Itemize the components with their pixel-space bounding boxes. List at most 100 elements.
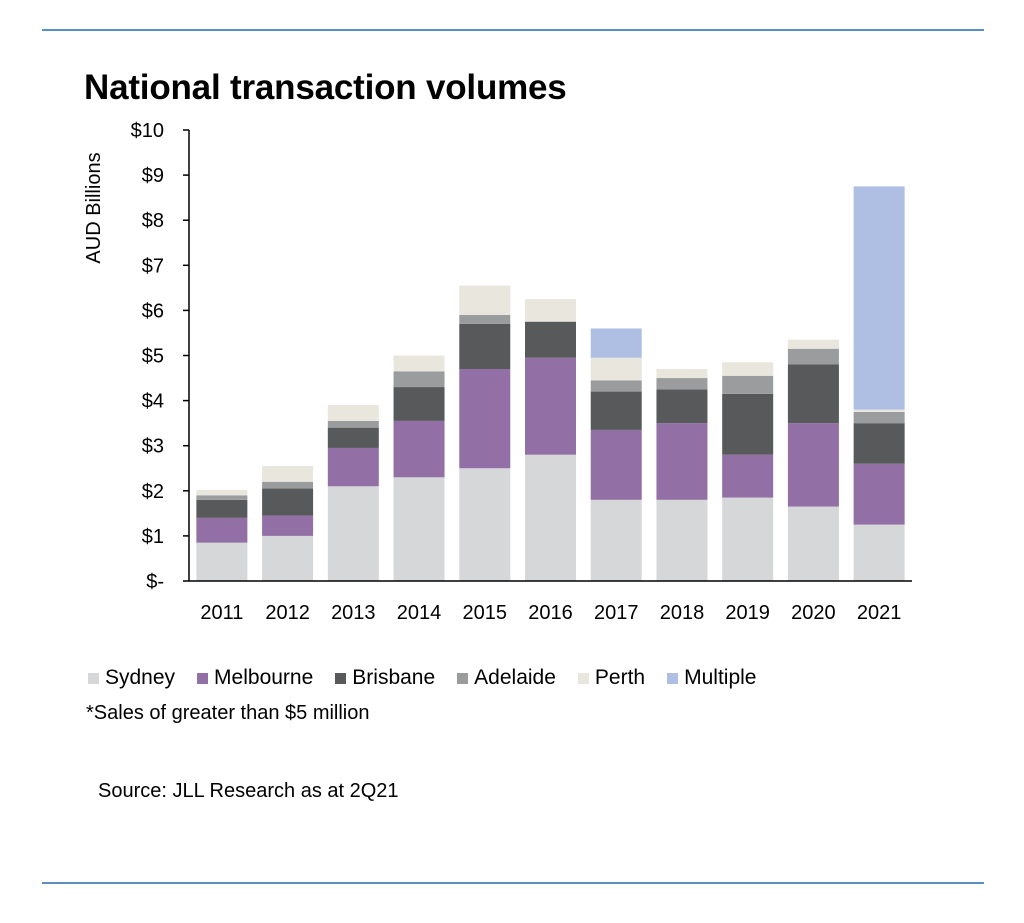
bar-segment-perth-2014 — [393, 355, 445, 372]
legend-label-brisbane: Brisbane — [352, 666, 436, 689]
bar-segment-melbourne-2016 — [525, 357, 576, 455]
x-labels-layer: 2011 2012 2013 2014 2015 2016 2017 2018 2019 2020… — [200, 602, 901, 624]
bar-segment-melbourne-2015 — [459, 369, 511, 469]
y-tick-label-10: $10 — [131, 120, 164, 142]
bar-segment-adelaide-2021 — [853, 411, 905, 424]
bar-stack-2014 — [393, 355, 445, 581]
bar-segment-adelaide-2019 — [722, 375, 774, 394]
bottom-divider-line — [42, 882, 984, 884]
bar-segment-perth-2020 — [787, 339, 839, 349]
legend-item-sydney: Sydney — [88, 666, 175, 690]
bar-segment-perth-2017 — [590, 357, 642, 381]
bar-segment-melbourne-2012 — [262, 515, 314, 536]
bar-segment-adelaide-2011 — [196, 495, 248, 500]
legend-item-perth: Perth — [577, 666, 646, 690]
bar-segment-perth-2011 — [196, 489, 248, 496]
bar-segment-adelaide-2020 — [787, 348, 839, 365]
x-tick-label-2015: 2015 — [463, 602, 508, 624]
chart-title: National transaction volumes — [84, 68, 567, 107]
x-tick-label-2018: 2018 — [660, 602, 705, 624]
y-axis-title: AUD Billions — [83, 152, 105, 263]
bar-segment-perth-2016 — [525, 299, 576, 322]
y-tick-label-0: $- — [146, 571, 164, 593]
bar-segment-brisbane-2016 — [525, 321, 576, 358]
bar-stack-2011 — [196, 489, 248, 581]
bar-segment-perth-2015 — [459, 285, 511, 315]
bar-segment-sydney-2013 — [327, 486, 379, 581]
bar-stack-2019 — [722, 362, 774, 581]
legend-swatch-perth — [577, 672, 589, 684]
y-tick-label-4: $4 — [142, 391, 164, 413]
bar-segment-brisbane-2017 — [590, 391, 642, 430]
x-tick-label-2012: 2012 — [265, 602, 310, 624]
bar-segment-sydney-2017 — [590, 499, 642, 581]
y-tick-label-6: $6 — [142, 300, 164, 322]
legend-label-melbourne: Melbourne — [214, 666, 314, 689]
y-ticks-layer: $- $1 $2 $3 $4 $5 $6 $7 $8 $9 $10 — [131, 120, 189, 593]
footnote: *Sales of greater than $5 million — [86, 702, 370, 724]
x-tick-label-2016: 2016 — [528, 602, 573, 624]
legend-label-sydney: Sydney — [105, 666, 176, 689]
bar-segment-perth-2019 — [722, 362, 774, 376]
bar-segment-multiple-2021 — [853, 186, 905, 410]
bar-segment-brisbane-2015 — [459, 323, 511, 370]
bar-stack-2021 — [853, 186, 905, 581]
bar-stack-2020 — [787, 339, 839, 581]
legend-label-perth: Perth — [594, 666, 646, 689]
bar-segment-adelaide-2018 — [656, 378, 708, 390]
stacked-bar-chart: $- $1 $2 $3 $4 $5 $6 $7 $8 $9 $10 2011 2012 2013 2014… — [83, 120, 912, 624]
source-note: Source: JLL Research as at 2Q21 — [98, 780, 399, 802]
bar-segment-melbourne-2013 — [327, 447, 379, 487]
y-tick-label-9: $9 — [142, 165, 164, 187]
legend-item-adelaide: Adelaide — [457, 666, 556, 690]
bar-segment-brisbane-2013 — [327, 427, 379, 448]
x-tick-label-2021: 2021 — [857, 602, 902, 624]
bar-segment-melbourne-2017 — [590, 429, 642, 500]
bar-segment-brisbane-2012 — [262, 488, 314, 516]
bar-segment-melbourne-2019 — [722, 454, 774, 498]
bar-stack-2016 — [525, 299, 576, 581]
bar-stack-2015 — [459, 285, 511, 581]
bar-segment-multiple-2017 — [590, 328, 642, 358]
bar-segment-adelaide-2015 — [459, 314, 511, 324]
y-tick-label-3: $3 — [142, 436, 164, 458]
y-tick-label-7: $7 — [142, 255, 164, 277]
bar-segment-melbourne-2020 — [787, 423, 839, 507]
bar-segment-sydney-2018 — [656, 499, 708, 581]
bar-segment-melbourne-2014 — [393, 420, 445, 478]
bar-segment-perth-2018 — [656, 369, 708, 379]
legend-swatch-sydney — [88, 672, 99, 684]
bar-segment-adelaide-2014 — [393, 371, 445, 388]
legend-label-multiple: Multiple — [684, 666, 757, 689]
x-tick-label-2011: 2011 — [200, 602, 243, 624]
bar-stack-2017 — [590, 328, 642, 581]
chart-legend: Sydney Melbourne Brisbane Adelaide Perth Mult… — [88, 664, 778, 692]
bar-segment-sydney-2016 — [525, 454, 576, 581]
legend-swatch-adelaide — [457, 672, 469, 684]
bar-segment-perth-2012 — [262, 465, 314, 482]
bar-stack-2013 — [327, 405, 379, 581]
bar-segment-melbourne-2021 — [853, 463, 905, 525]
bar-stack-2018 — [656, 369, 708, 581]
bar-segment-sydney-2019 — [722, 497, 774, 581]
legend-label-adelaide: Adelaide — [474, 666, 556, 689]
bar-segment-sydney-2021 — [853, 524, 905, 581]
top-divider-line — [42, 29, 984, 31]
y-tick-label-1: $1 — [142, 526, 164, 548]
legend-swatch-melbourne — [197, 672, 209, 684]
bar-segment-sydney-2014 — [393, 477, 445, 581]
bar-segment-perth-2021 — [853, 409, 905, 412]
bar-segment-sydney-2012 — [262, 535, 314, 581]
legend-item-multiple: Multiple — [667, 666, 756, 690]
bar-segment-sydney-2020 — [787, 506, 839, 581]
x-tick-label-2013: 2013 — [331, 602, 376, 624]
x-tick-label-2014: 2014 — [397, 602, 442, 624]
bar-segment-sydney-2011 — [196, 542, 248, 581]
legend-swatch-multiple — [667, 672, 679, 684]
legend-swatch-brisbane — [335, 672, 347, 684]
bar-segment-brisbane-2014 — [393, 387, 445, 421]
y-tick-label-8: $8 — [142, 210, 164, 232]
bar-stack-2012 — [262, 465, 314, 581]
bar-segment-melbourne-2011 — [196, 517, 248, 543]
bar-segment-brisbane-2019 — [722, 393, 774, 455]
